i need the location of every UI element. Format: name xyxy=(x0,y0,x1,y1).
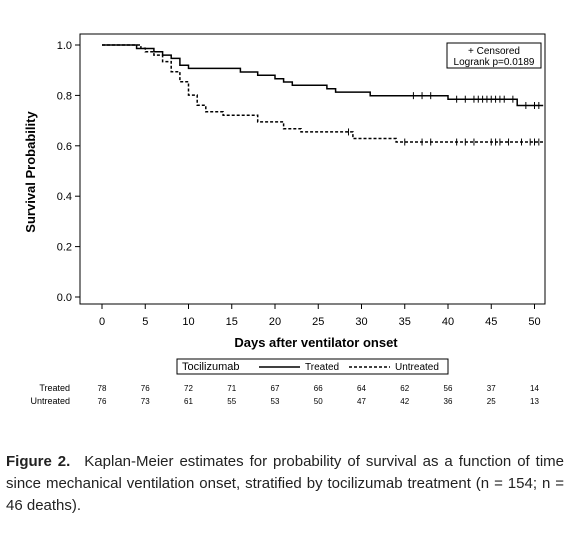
y-tick-label: 1.0 xyxy=(57,40,72,52)
risk-row-label-untreated: Untreated xyxy=(30,396,70,406)
risk-count: 78 xyxy=(98,384,107,393)
caption-text: Kaplan-Meier estimates for probability o… xyxy=(6,453,564,514)
risk-count: 64 xyxy=(357,384,366,393)
risk-count: 55 xyxy=(227,397,236,406)
inset-legend-box xyxy=(446,42,542,69)
series-legend: Tocilizumab Treated Untreated xyxy=(176,358,449,375)
legend-label-untreated: Untreated xyxy=(395,362,439,373)
risk-count: 76 xyxy=(141,384,150,393)
risk-count: 14 xyxy=(530,384,539,393)
risk-count: 67 xyxy=(271,384,280,393)
y-axis-title: Survival Probability xyxy=(23,111,38,233)
y-tick-label: 0.8 xyxy=(57,90,72,102)
inset-legend: + Censored Logrank p=0.0189 xyxy=(446,42,542,69)
y-tick-label: 0.4 xyxy=(57,191,72,203)
survival-curves xyxy=(102,44,544,146)
risk-count: 13 xyxy=(530,397,539,406)
caption-label: Figure 2. xyxy=(6,453,71,470)
risk-count: 53 xyxy=(271,397,280,406)
y-tick-label: 0.6 xyxy=(57,141,72,153)
risk-row-label-treated: Treated xyxy=(39,383,70,393)
x-tick-label: 30 xyxy=(355,316,367,328)
curve-treated xyxy=(102,44,544,107)
risk-count: 72 xyxy=(184,384,193,393)
risk-count: 76 xyxy=(98,397,107,406)
risk-count: 56 xyxy=(444,384,453,393)
km-chart: 0.00.20.40.60.81.0 0 5 10 15 20 25 30 35 40 45 50 … xyxy=(23,33,546,406)
legend-label-treated: Treated xyxy=(305,362,339,373)
risk-count: 50 xyxy=(314,397,323,406)
x-tick-label: 45 xyxy=(485,316,497,328)
y-axis: 0.0 0.2 0.4 0.6 0.8 1.0 xyxy=(57,40,80,304)
curve-untreated xyxy=(102,44,544,143)
x-tick-label: 35 xyxy=(399,316,411,328)
risk-count: 61 xyxy=(184,397,193,406)
risk-count: 42 xyxy=(400,397,409,406)
figure-caption: Figure 2. Kaplan-Meier estimates for prob… xyxy=(6,451,564,517)
x-tick-label: 40 xyxy=(442,316,454,328)
x-axis-title: Days after ventilator onset xyxy=(234,335,398,350)
risk-count: 47 xyxy=(357,397,366,406)
logrank-text: Logrank p=0.0189 xyxy=(454,57,535,68)
risk-count: 25 xyxy=(487,397,496,406)
x-tick-label: 20 xyxy=(269,316,281,328)
risk-count: 36 xyxy=(444,397,453,406)
risk-count: 73 xyxy=(141,397,150,406)
x-tick-label: 15 xyxy=(226,316,238,328)
series-legend-box xyxy=(176,358,449,375)
y-tick-label: 0.2 xyxy=(57,242,72,254)
x-tick-label: 5 xyxy=(142,316,148,328)
series-legend-title: Tocilizumab xyxy=(182,361,239,373)
risk-table: Treated Untreated 78 76 72 71 67 66 64 62 56 37 14… xyxy=(30,383,539,406)
risk-count: 71 xyxy=(227,384,236,393)
risk-count: 37 xyxy=(487,384,496,393)
x-tick-label: 50 xyxy=(528,316,540,328)
plot-frame xyxy=(79,33,546,305)
censored-legend-text: + Censored xyxy=(468,46,520,57)
x-tick-label: 10 xyxy=(182,316,194,328)
risk-count: 62 xyxy=(400,384,409,393)
risk-count: 66 xyxy=(314,384,323,393)
x-tick-label: 25 xyxy=(312,316,324,328)
x-tick-label: 0 xyxy=(99,316,105,328)
y-tick-label: 0.0 xyxy=(57,292,72,304)
x-axis: 0 5 10 15 20 25 30 35 40 45 50 xyxy=(99,304,541,328)
